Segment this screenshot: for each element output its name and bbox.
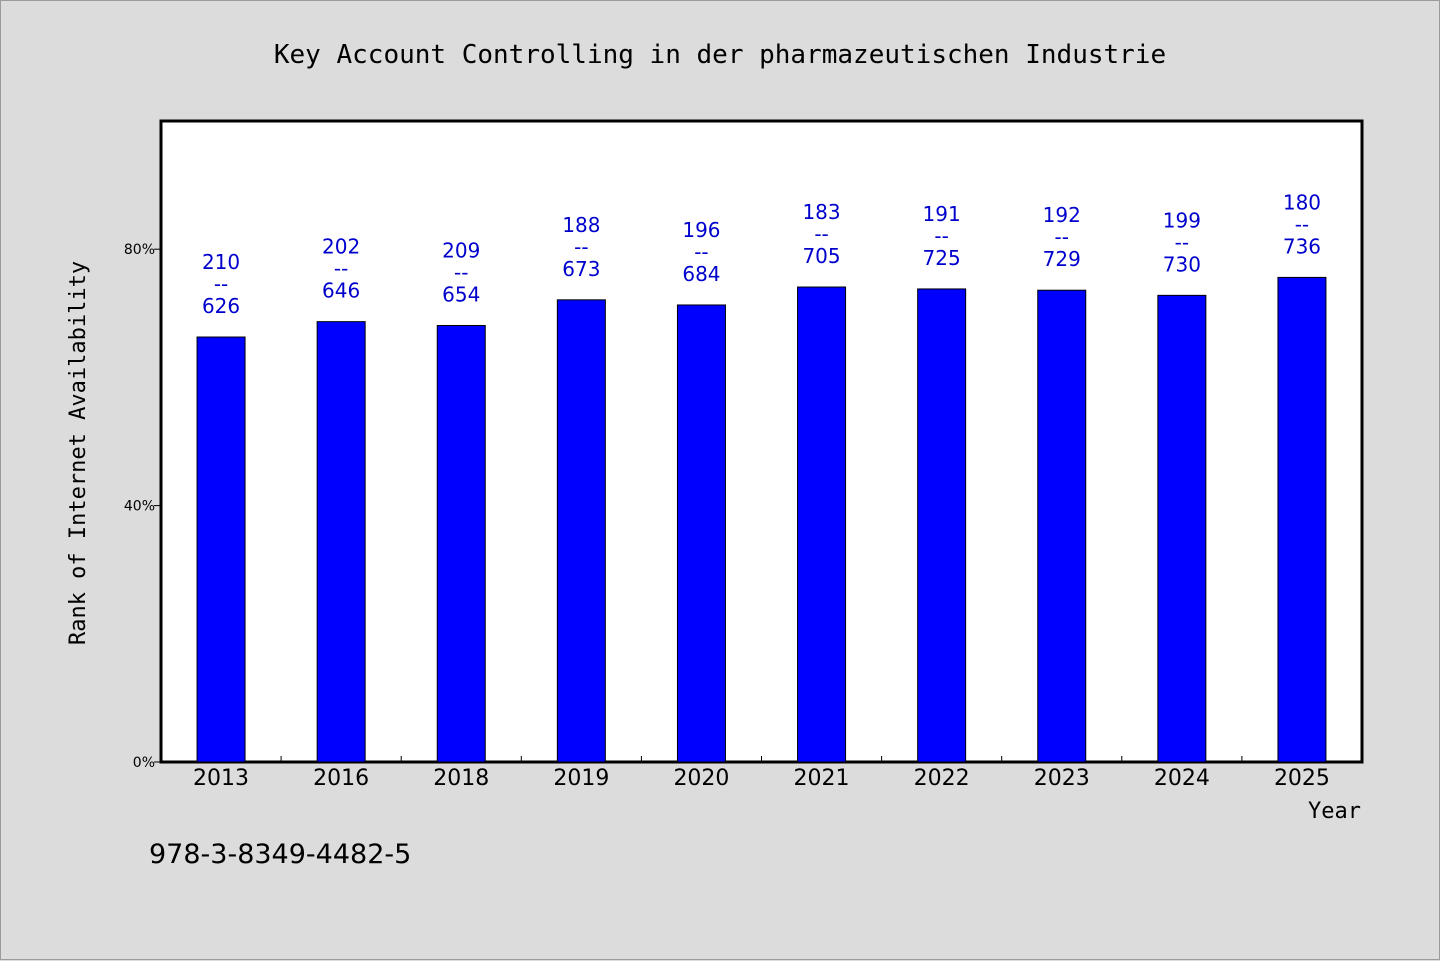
x-tick-label: 2023 — [1034, 766, 1090, 791]
data-label-top: 196 — [682, 218, 720, 242]
data-label-bottom: 725 — [923, 246, 961, 270]
x-tick-label: 2019 — [553, 766, 609, 791]
x-tick-label: 2021 — [794, 766, 850, 791]
bar-2016 — [316, 321, 366, 763]
bar-2024 — [1157, 294, 1207, 763]
data-label-top: 183 — [802, 200, 840, 224]
bar-2025 — [1277, 276, 1327, 763]
y-axis-label: Rank of Internet Availability — [66, 261, 91, 645]
bar-2020 — [676, 304, 726, 763]
data-label-separator: -- — [574, 235, 588, 259]
data-label-separator: -- — [1175, 230, 1189, 254]
data-label-bottom: 654 — [442, 282, 480, 306]
data-label-top: 209 — [442, 238, 480, 262]
category-labels-group: 2013 2016 2018 2019 2020 2021 2022 2023 2024 2025 — [193, 766, 1330, 791]
bar-2019 — [556, 299, 606, 763]
bar-2013 — [196, 336, 246, 763]
y-tick-label: 40% — [124, 499, 155, 515]
data-label-separator: -- — [214, 272, 228, 296]
x-axis-label: Year — [1308, 799, 1361, 824]
x-tick-label: 2018 — [433, 766, 489, 791]
bar-2022 — [917, 288, 967, 763]
data-label-bottom: 736 — [1283, 234, 1321, 258]
bars-group — [196, 276, 1327, 763]
data-label-bottom: 646 — [322, 279, 360, 303]
data-label-separator: -- — [934, 224, 948, 248]
data-label-top: 188 — [562, 213, 600, 237]
data-label-separator: -- — [694, 240, 708, 264]
data-label-separator: -- — [1295, 212, 1309, 236]
data-label-bottom: 705 — [802, 244, 840, 268]
data-label-top: 180 — [1283, 190, 1321, 214]
data-label-separator: -- — [814, 222, 828, 246]
data-label-bottom: 684 — [682, 262, 720, 286]
data-label-separator: -- — [334, 257, 348, 281]
data-label-top: 199 — [1163, 208, 1201, 232]
x-axis-ticks — [280, 756, 1243, 762]
y-axis-ticks: 0% 40% 80% — [124, 242, 161, 771]
data-label-top: 202 — [322, 235, 360, 259]
data-label-bottom: 626 — [202, 294, 240, 318]
bar-2018 — [436, 324, 486, 763]
data-label-separator: -- — [454, 260, 468, 284]
y-tick-label: 0% — [133, 755, 155, 771]
x-tick-label: 2013 — [193, 766, 249, 791]
bar-2023 — [1037, 289, 1087, 763]
data-label-top: 210 — [202, 250, 240, 274]
x-tick-label: 2024 — [1154, 766, 1210, 791]
x-tick-label: 2016 — [313, 766, 369, 791]
data-label-bottom: 729 — [1043, 247, 1081, 271]
data-labels-group: 210--626202--646209--654188--673196--684… — [202, 190, 1321, 318]
y-tick-label: 80% — [124, 242, 155, 258]
data-label-bottom: 730 — [1163, 252, 1201, 276]
data-label-top: 192 — [1043, 203, 1081, 227]
data-label-top: 191 — [923, 202, 961, 226]
chart-title: Key Account Controlling in der pharmazeu… — [274, 40, 1166, 70]
data-label-separator: -- — [1055, 225, 1069, 249]
bar-2021 — [797, 286, 847, 763]
x-tick-label: 2022 — [914, 766, 970, 791]
isbn-text: 978-3-8349-4482-5 — [149, 839, 411, 870]
x-tick-label: 2025 — [1274, 766, 1330, 791]
data-label-bottom: 673 — [562, 257, 600, 281]
x-tick-label: 2020 — [673, 766, 729, 791]
